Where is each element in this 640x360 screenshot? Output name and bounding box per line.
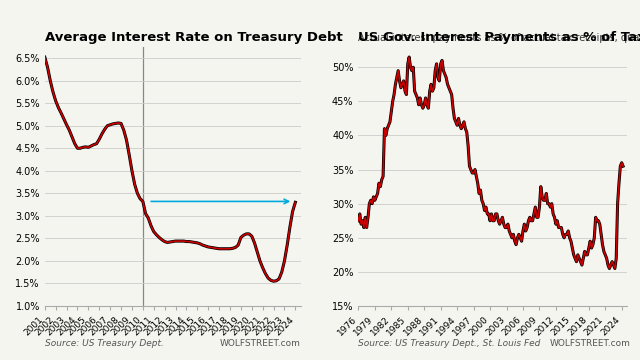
Text: US Gov. Interest Payments as % of Tax Receipts: US Gov. Interest Payments as % of Tax Re… <box>358 31 640 44</box>
Text: Source: US Treasury Dept.: Source: US Treasury Dept. <box>45 339 164 348</box>
Text: Actual interest payments as % of actual tax receipts, quarterly: Actual interest payments as % of actual … <box>358 33 640 43</box>
Text: Average Interest Rate on Treasury Debt: Average Interest Rate on Treasury Debt <box>45 31 342 44</box>
Text: WOLFSTREET.com: WOLFSTREET.com <box>550 339 630 348</box>
FancyArrowPatch shape <box>151 199 289 204</box>
Text: Source: US Treasury Dept., St. Louis Fed: Source: US Treasury Dept., St. Louis Fed <box>358 339 541 348</box>
Text: WOLFSTREET.com: WOLFSTREET.com <box>220 339 301 348</box>
